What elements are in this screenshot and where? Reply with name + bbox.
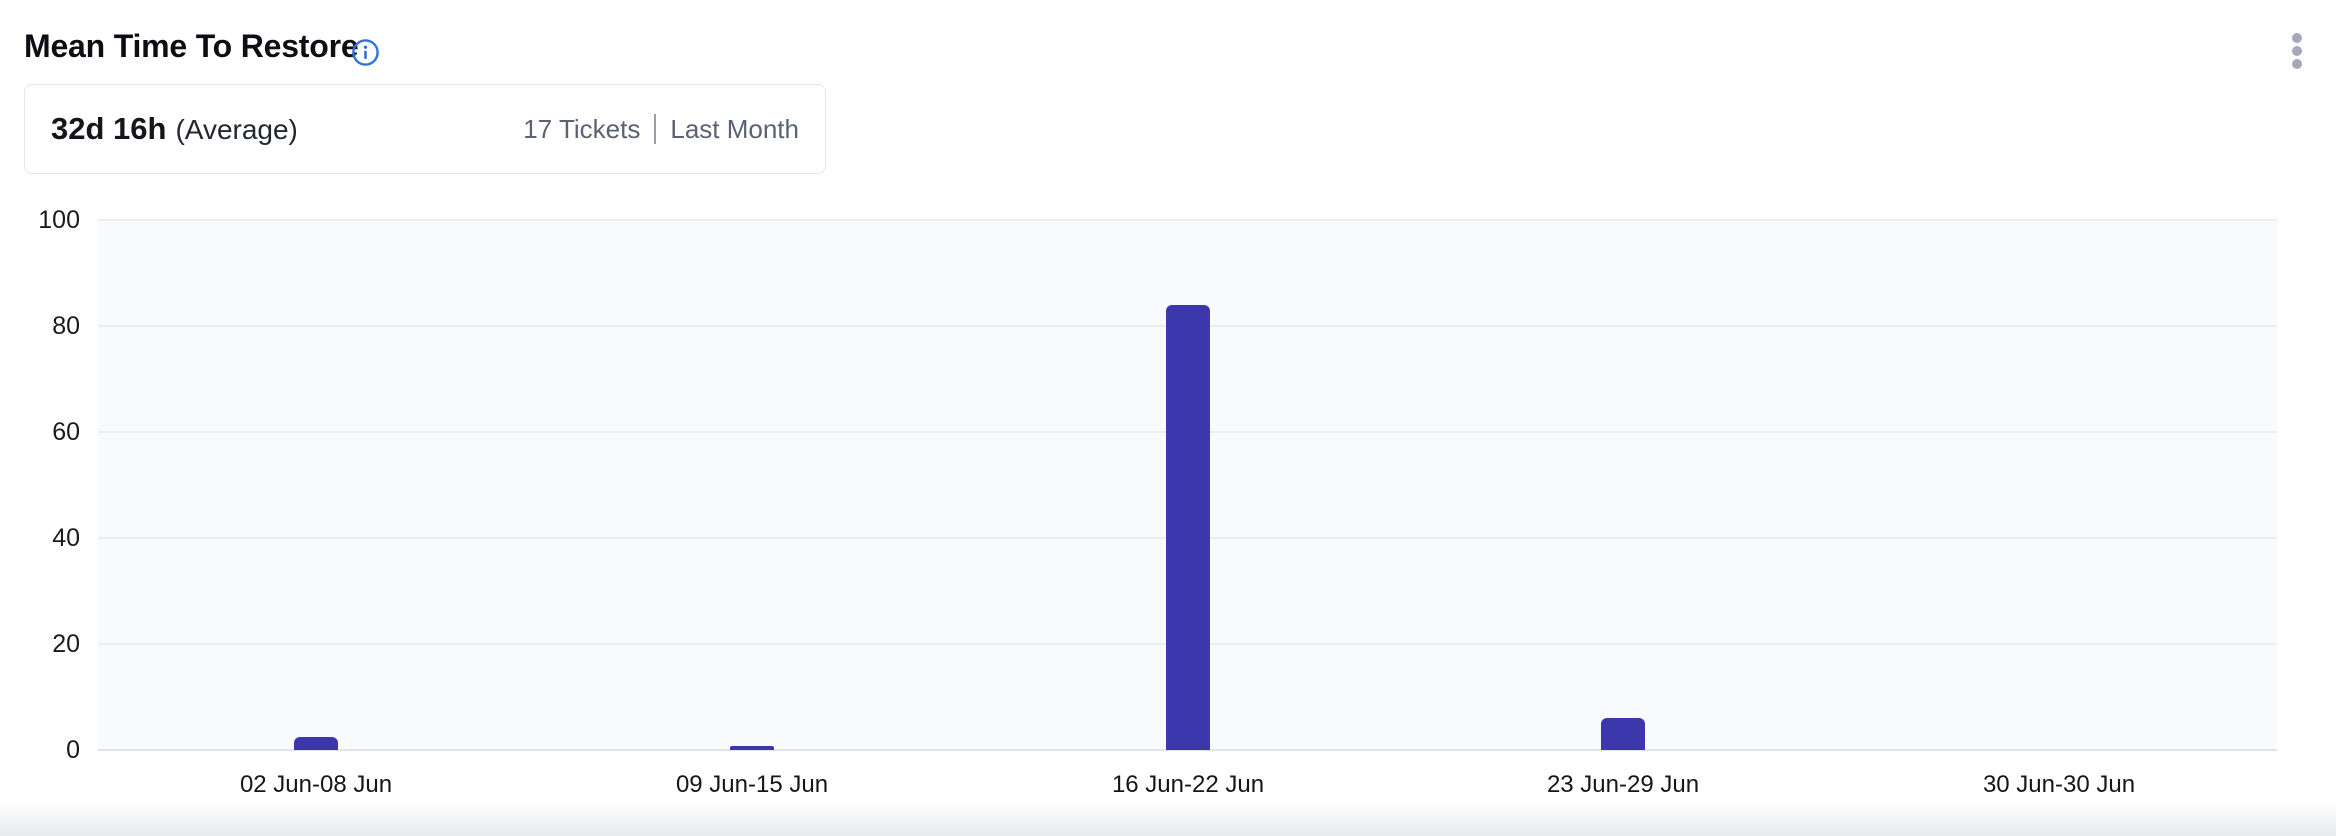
x-tick-label: 23 Jun-29 Jun <box>1546 771 1700 798</box>
summary-card: 32d 16h (Average) 17 Tickets Last Month <box>24 84 826 174</box>
average-label: (Average) <box>175 114 298 145</box>
kebab-dot <box>2292 33 2302 43</box>
bar-3[interactable] <box>1166 305 1210 750</box>
summary-average: 32d 16h (Average) <box>51 111 298 147</box>
gridline <box>98 219 2277 221</box>
tickets-count: 17 Tickets <box>523 113 641 144</box>
kebab-menu-icon[interactable] <box>2290 33 2304 69</box>
page-title: Mean Time To Restore <box>24 28 359 64</box>
x-tick-label: 02 Jun-08 Jun <box>239 771 393 798</box>
divider <box>654 114 657 144</box>
average-value: 32d 16h <box>51 111 167 146</box>
bar-1[interactable] <box>294 737 338 750</box>
bar-2[interactable] <box>730 746 774 750</box>
y-tick-label: 40 <box>52 524 80 552</box>
period-label: Last Month <box>670 113 799 144</box>
x-tick-label: 16 Jun-22 Jun <box>1111 771 1265 798</box>
y-tick-label: 80 <box>52 312 80 340</box>
x-tick-label: 09 Jun-15 Jun <box>675 771 829 798</box>
x-axis-line <box>98 749 2277 751</box>
bottom-edge-shadow <box>0 802 2336 836</box>
x-axis: 02 Jun-08 Jun 09 Jun-15 Jun 16 Jun-22 Jun 2… <box>0 770 2336 804</box>
x-tick-label: 30 Jun-30 Jun <box>1982 771 2136 798</box>
y-tick-label: 100 <box>38 206 80 234</box>
info-icon[interactable] <box>351 38 380 67</box>
y-axis: 0 20 40 60 80 100 <box>0 206 80 764</box>
plot-area <box>98 219 2277 751</box>
y-tick-label: 0 <box>66 736 80 764</box>
summary-meta: 17 Tickets Last Month <box>523 114 799 145</box>
bar-4[interactable] <box>1601 718 1645 750</box>
y-tick-label: 60 <box>52 418 80 446</box>
kebab-dot <box>2292 59 2302 69</box>
kebab-dot <box>2292 46 2302 56</box>
y-tick-label: 20 <box>52 630 80 658</box>
